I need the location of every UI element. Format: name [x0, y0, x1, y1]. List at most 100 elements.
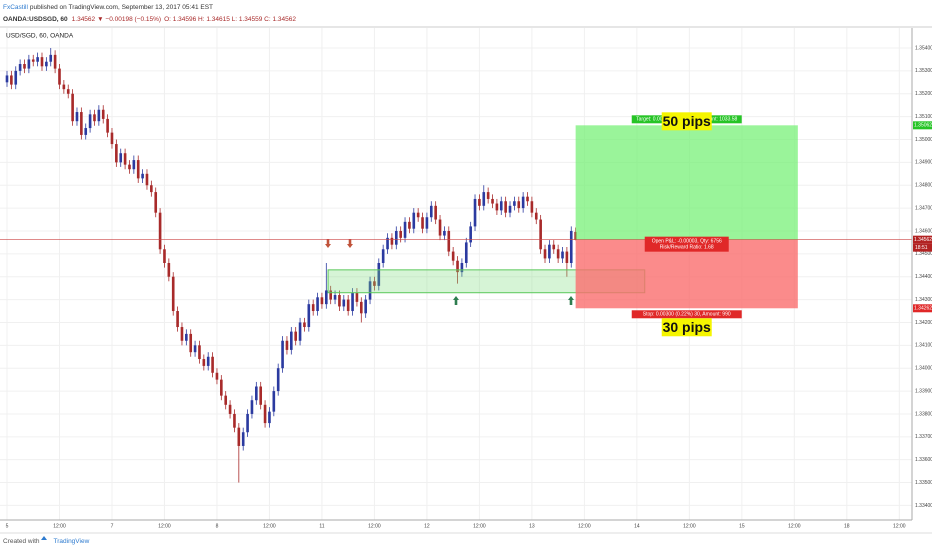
candle-body	[88, 114, 92, 129]
candle-body	[154, 192, 158, 213]
target-price-box	[913, 121, 932, 130]
y-tick-label: 1.34900	[915, 160, 932, 166]
x-tick-label: 14	[634, 523, 640, 529]
x-tick-label: 12:00	[158, 523, 171, 529]
candle-body	[66, 89, 70, 94]
stop-label: Stop: 0.00300 (0.22%) 30, Amount: 990	[643, 312, 731, 318]
candle-body	[141, 173, 144, 179]
candle-body	[456, 260, 459, 273]
stop-price-box	[913, 304, 932, 313]
countdown-box	[913, 243, 932, 252]
x-tick-label: 12:00	[893, 523, 906, 529]
footer-brand[interactable]: TradingView	[54, 538, 90, 545]
candle-body	[115, 144, 118, 163]
candle-body	[224, 395, 228, 405]
candle-body	[45, 61, 48, 67]
candle-body	[425, 217, 429, 229]
pips-box	[661, 112, 712, 131]
candle-body	[49, 54, 53, 62]
candle-body	[499, 201, 503, 211]
candle-body	[408, 221, 411, 229]
pnl-label: Open P&L: -0.00003, Qty: 6756	[652, 238, 722, 244]
candle-body	[521, 196, 525, 209]
candle-body	[381, 249, 385, 263]
brand-icon	[41, 536, 47, 540]
candle-body	[246, 413, 249, 433]
candle-body	[150, 185, 153, 193]
candle-body	[228, 404, 232, 414]
last-price: 1.34562	[914, 237, 932, 243]
candle-body	[14, 70, 18, 85]
candle-body	[429, 205, 433, 218]
candle-body	[58, 68, 61, 85]
candle-body	[491, 198, 494, 204]
candle-body	[233, 413, 236, 428]
buy-arrow	[453, 296, 459, 305]
candle-body	[329, 290, 332, 300]
y-tick-label: 1.34600	[915, 228, 932, 234]
candle-body	[27, 59, 31, 69]
candle-body	[486, 192, 490, 199]
candle-body	[460, 262, 464, 273]
candle-body	[198, 345, 201, 360]
candle-body	[421, 217, 424, 229]
candle-body	[255, 386, 258, 401]
candle-body	[464, 242, 468, 263]
candle-body	[128, 164, 131, 170]
candle-body	[31, 59, 35, 62]
candle-body	[211, 356, 214, 373]
candle-body	[434, 205, 437, 220]
y-tick-label: 1.33400	[915, 503, 932, 509]
sell-arrow	[347, 239, 353, 248]
candle-body	[504, 201, 507, 213]
candle-body	[508, 205, 512, 213]
candle-body	[241, 432, 245, 446]
candle-body	[530, 201, 534, 213]
x-tick-label: 13	[529, 523, 535, 529]
candle-body	[416, 212, 420, 218]
candle-body	[443, 230, 446, 236]
sell-arrow	[325, 239, 331, 248]
x-tick-label: 15	[739, 523, 745, 529]
candle-body	[517, 201, 521, 209]
candle-body	[215, 372, 219, 380]
candle-body	[202, 359, 206, 366]
x-tick-label: 12:00	[788, 523, 801, 529]
pnl-box	[644, 236, 729, 252]
target-price: 1.35062	[914, 123, 932, 129]
candle-body	[36, 57, 39, 62]
candle-body	[281, 340, 284, 369]
footer-created: Created with	[3, 538, 40, 545]
x-tick-label: 12:00	[473, 523, 486, 529]
candle-body	[272, 391, 276, 412]
candle-body	[189, 333, 193, 353]
header-line: FxCastill published on TradingView.com, S…	[3, 4, 213, 11]
author[interactable]: FxCastill	[3, 4, 28, 11]
price-axis	[912, 28, 932, 520]
x-tick-label: 12:00	[683, 523, 696, 529]
candle-body	[298, 322, 302, 341]
candle-body	[346, 299, 350, 312]
ohlc: O: 1.34596 H: 1.34615 L: 1.34559 C: 1.34…	[164, 16, 296, 23]
y-tick-label: 1.34000	[915, 366, 932, 372]
candle-body	[237, 427, 241, 446]
candle-body	[180, 327, 184, 341]
y-tick-label: 1.34700	[915, 205, 932, 211]
y-tick-label: 1.35300	[915, 68, 932, 74]
x-tick-label: 8	[216, 523, 219, 529]
x-tick-label: 5	[6, 523, 9, 529]
pips-box	[661, 318, 712, 337]
y-tick-label: 1.33600	[915, 457, 932, 463]
candle-body	[84, 128, 88, 135]
y-tick-label: 1.34800	[915, 183, 932, 189]
candle-body	[526, 196, 529, 202]
candle-body	[574, 231, 577, 240]
candle-body	[368, 281, 372, 300]
buy-arrow	[568, 296, 574, 305]
candle-body	[294, 331, 298, 341]
candle-body	[534, 212, 538, 220]
last: 1.34562	[72, 16, 96, 23]
candle-body	[250, 400, 254, 414]
candle-body	[185, 333, 188, 341]
